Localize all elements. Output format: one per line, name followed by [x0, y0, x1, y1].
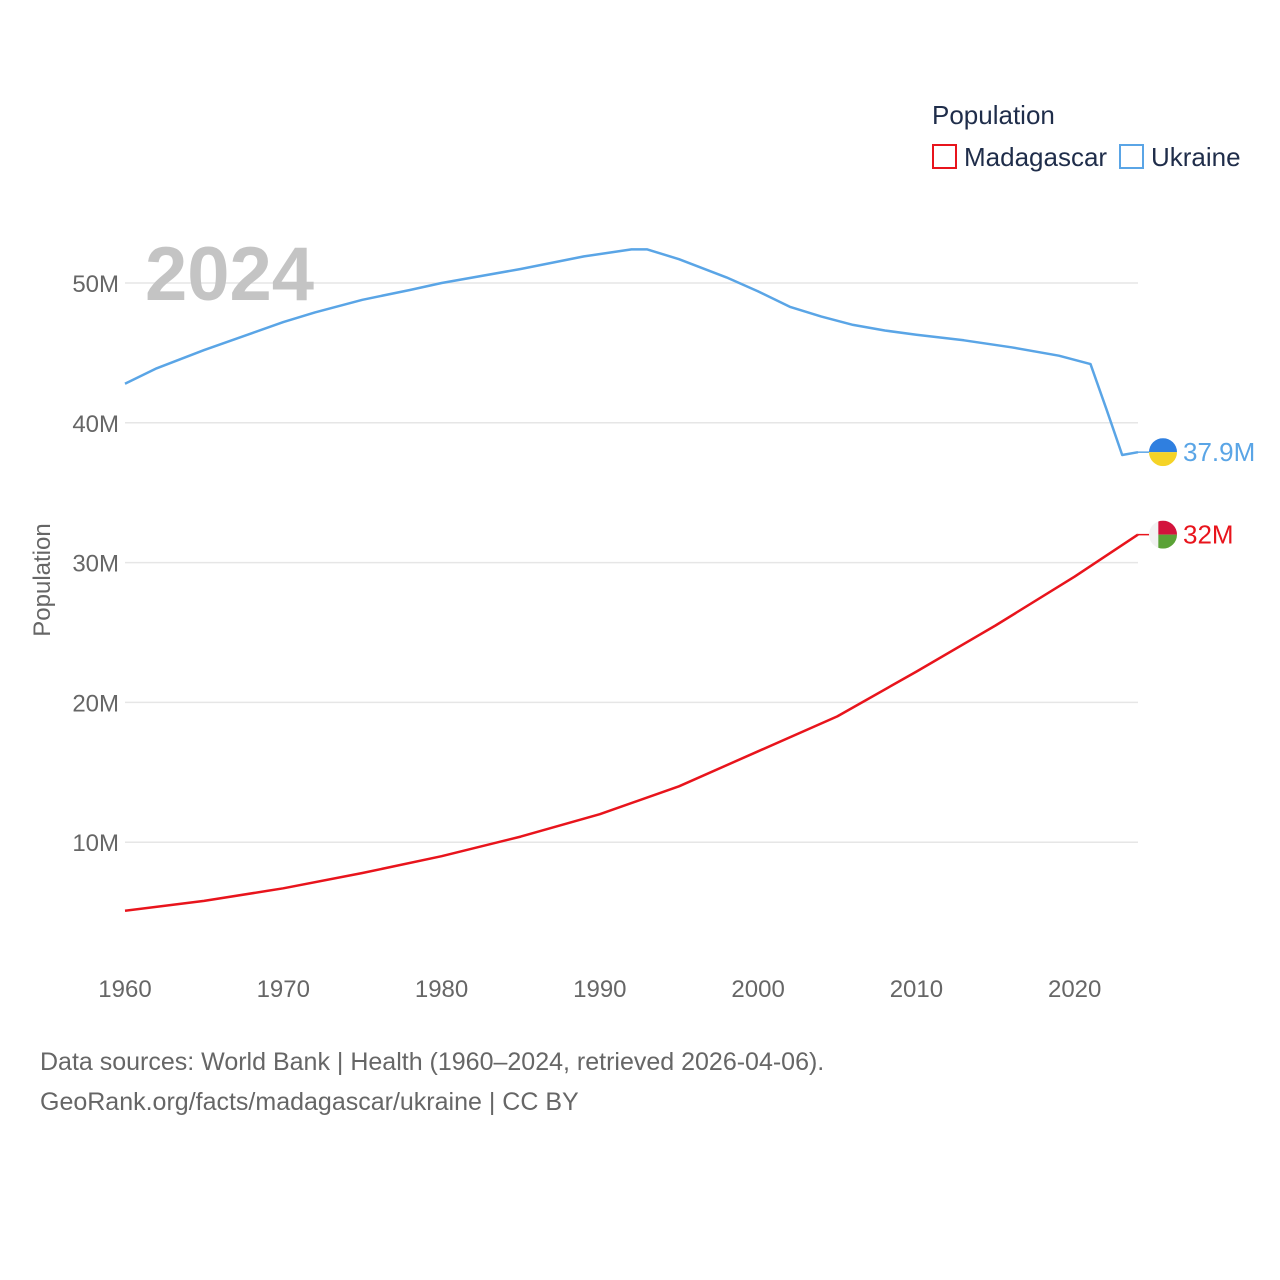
legend: Population Madagascar Ukraine	[932, 100, 1241, 172]
x-tick-label: 2000	[731, 976, 784, 1003]
x-tick-label: 2010	[890, 976, 943, 1003]
ukraine-flag-icon	[1149, 438, 1177, 467]
end-marker-ukraine: 37.9M	[1138, 437, 1255, 467]
y-tick-label: 50M	[72, 271, 119, 298]
year-label: 2024	[145, 232, 314, 317]
end-label-madagascar: 32M	[1183, 520, 1234, 550]
legend-swatch-ukraine	[1119, 144, 1144, 169]
y-tick-label: 10M	[72, 830, 119, 857]
series-lines	[124, 248, 1139, 912]
x-tick-label: 2020	[1048, 976, 1101, 1003]
end-label-ukraine: 37.9M	[1183, 437, 1255, 467]
y-axis-ticks: 10M 20M 30M 40M 50M	[72, 271, 119, 857]
x-tick-label: 1990	[573, 976, 626, 1003]
y-tick-label: 20M	[72, 690, 119, 717]
series-end-markers: 32M 37.9M	[1138, 437, 1255, 550]
x-axis-ticks: 1960 1970 1980 1990 2000 2010 2020	[98, 976, 1101, 1003]
x-tick-label: 1980	[415, 976, 468, 1003]
gridlines	[125, 282, 1138, 843]
legend-item-ukraine[interactable]: Ukraine	[1119, 142, 1241, 172]
legend-swatch-madagascar	[932, 144, 957, 169]
legend-label-madagascar: Madagascar	[964, 142, 1107, 172]
x-tick-label: 1960	[98, 976, 151, 1003]
source-line-1: Data sources: World Bank | Health (1960–…	[40, 1048, 825, 1076]
series-line-madagascar	[124, 533, 1139, 912]
legend-label-ukraine: Ukraine	[1151, 142, 1241, 172]
y-tick-label: 30M	[72, 551, 119, 578]
source-line-2: GeoRank.org/facts/madagascar/ukraine | C…	[40, 1088, 579, 1116]
y-axis-title: Population	[29, 523, 56, 636]
source-note: Data sources: World Bank | Health (1960–…	[40, 1042, 824, 1122]
legend-item-madagascar[interactable]: Madagascar	[932, 142, 1107, 172]
legend-title: Population	[932, 100, 1055, 130]
x-tick-label: 1970	[257, 976, 310, 1003]
end-marker-madagascar: 32M	[1138, 520, 1234, 550]
y-tick-label: 40M	[72, 411, 119, 438]
series-line-ukraine	[124, 248, 1139, 457]
